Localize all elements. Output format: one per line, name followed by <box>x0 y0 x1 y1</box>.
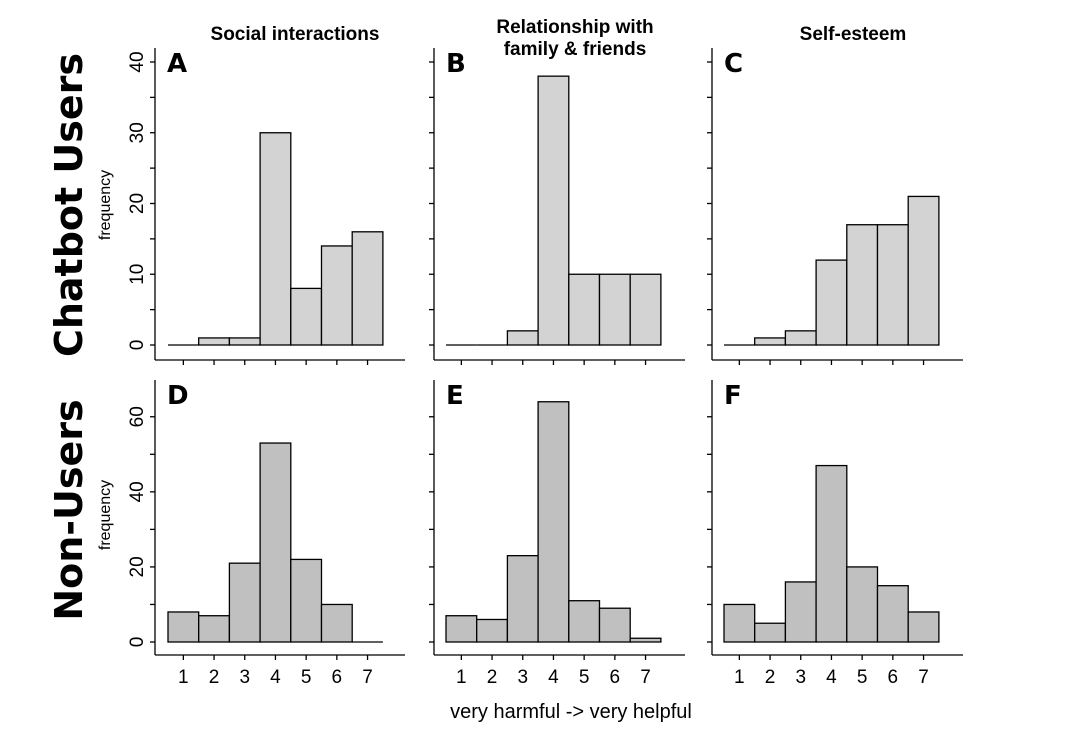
bar-7 <box>907 611 940 643</box>
x-tick-label: 6 <box>888 667 899 688</box>
column-title-social-interactions: Social interactions <box>211 24 380 45</box>
bar-2 <box>754 337 787 346</box>
column-title-relationship-line1: Relationship with <box>496 17 653 38</box>
bar-4 <box>537 75 570 346</box>
bar-1 <box>167 611 200 643</box>
x-tick-label: 3 <box>517 667 528 688</box>
bar-1 <box>445 615 478 643</box>
bar-6 <box>876 224 909 346</box>
column-title-relationship-line2: family & friends <box>504 39 647 60</box>
x-tick-label: 7 <box>362 667 373 688</box>
x-tick-label: 7 <box>918 667 929 688</box>
bar-5 <box>568 600 601 643</box>
bar-3 <box>228 337 261 346</box>
bar-4 <box>537 401 570 643</box>
bar-4 <box>815 464 848 643</box>
bar-3 <box>784 330 817 346</box>
bar-5 <box>846 224 879 346</box>
x-tick-label: 5 <box>857 667 868 688</box>
bar-5 <box>846 566 879 643</box>
x-axis-label: very harmful -> very helpful <box>450 701 692 723</box>
bar-6 <box>320 245 353 346</box>
bar-2 <box>476 618 509 643</box>
y-tick-label: 40 <box>127 481 148 502</box>
x-tick-label: 5 <box>579 667 590 688</box>
y-tick-label: 10 <box>127 264 148 285</box>
panel-b: B <box>429 48 685 365</box>
bar-7 <box>351 231 384 346</box>
x-tick-label: 1 <box>456 667 467 688</box>
x-tick-label: 7 <box>640 667 651 688</box>
y-axis-label-top: frequency <box>97 170 114 240</box>
x-tick-label: 3 <box>795 667 806 688</box>
bar-4 <box>259 132 292 346</box>
bar-6 <box>598 273 631 346</box>
panel-f: 1 2 3 4 5 6 7 F <box>707 380 963 688</box>
row-title-chatbot-users: Chatbot Users <box>47 53 91 357</box>
bar-6 <box>598 607 631 643</box>
bar-5 <box>290 558 323 643</box>
y-tick-label: 0 <box>127 340 148 351</box>
row-title-non-users: Non-Users <box>47 399 91 620</box>
panel-a: 0 10 20 30 40 A <box>127 48 405 365</box>
column-title-self-esteem: Self-esteem <box>800 24 907 45</box>
bar-2 <box>198 337 231 346</box>
bar-6 <box>320 603 353 643</box>
bar-7 <box>629 637 662 643</box>
y-tick-label: 60 <box>127 406 148 427</box>
x-tick-label: 1 <box>178 667 189 688</box>
y-tick-label: 20 <box>127 193 148 214</box>
bar-4 <box>815 259 848 346</box>
panel-letter: A <box>167 49 187 79</box>
x-tick-label: 1 <box>734 667 745 688</box>
bar-3 <box>506 330 539 346</box>
x-tick-label: 2 <box>209 667 220 688</box>
y-tick-label: 20 <box>127 556 148 577</box>
bar-7 <box>629 273 662 346</box>
bar-1 <box>723 603 756 643</box>
bar-6 <box>876 585 909 643</box>
panel-letter: D <box>167 381 189 411</box>
y-tick-label: 40 <box>127 51 148 72</box>
y-tick-label: 0 <box>127 637 148 648</box>
bar-5 <box>568 273 601 346</box>
panel-c: C <box>707 48 963 365</box>
panel-letter: F <box>724 381 742 411</box>
panel-letter: C <box>724 49 743 79</box>
x-tick-label: 2 <box>487 667 498 688</box>
x-tick-label: 4 <box>548 667 559 688</box>
x-tick-label: 6 <box>610 667 621 688</box>
bar-4 <box>259 442 292 643</box>
x-tick-label: 3 <box>239 667 250 688</box>
x-tick-label: 6 <box>332 667 343 688</box>
panel-letter: E <box>446 381 464 411</box>
y-axis-label-bottom: frequency <box>97 480 114 550</box>
bar-2 <box>198 615 231 643</box>
panel-e: 1 2 3 4 5 6 7 E <box>429 380 685 688</box>
bar-5 <box>290 287 323 346</box>
bar-3 <box>506 555 539 643</box>
x-tick-label: 5 <box>301 667 312 688</box>
panel-d: 0 20 40 60 1 2 3 4 5 6 7 D <box>127 380 405 688</box>
x-tick-label: 2 <box>765 667 776 688</box>
bar-3 <box>784 581 817 643</box>
panel-letter: B <box>446 49 466 79</box>
y-tick-label: 30 <box>127 122 148 143</box>
bar-7 <box>907 195 940 346</box>
x-tick-label: 4 <box>270 667 281 688</box>
bar-2 <box>754 622 787 643</box>
x-tick-label: 4 <box>826 667 837 688</box>
bar-3 <box>228 562 261 643</box>
